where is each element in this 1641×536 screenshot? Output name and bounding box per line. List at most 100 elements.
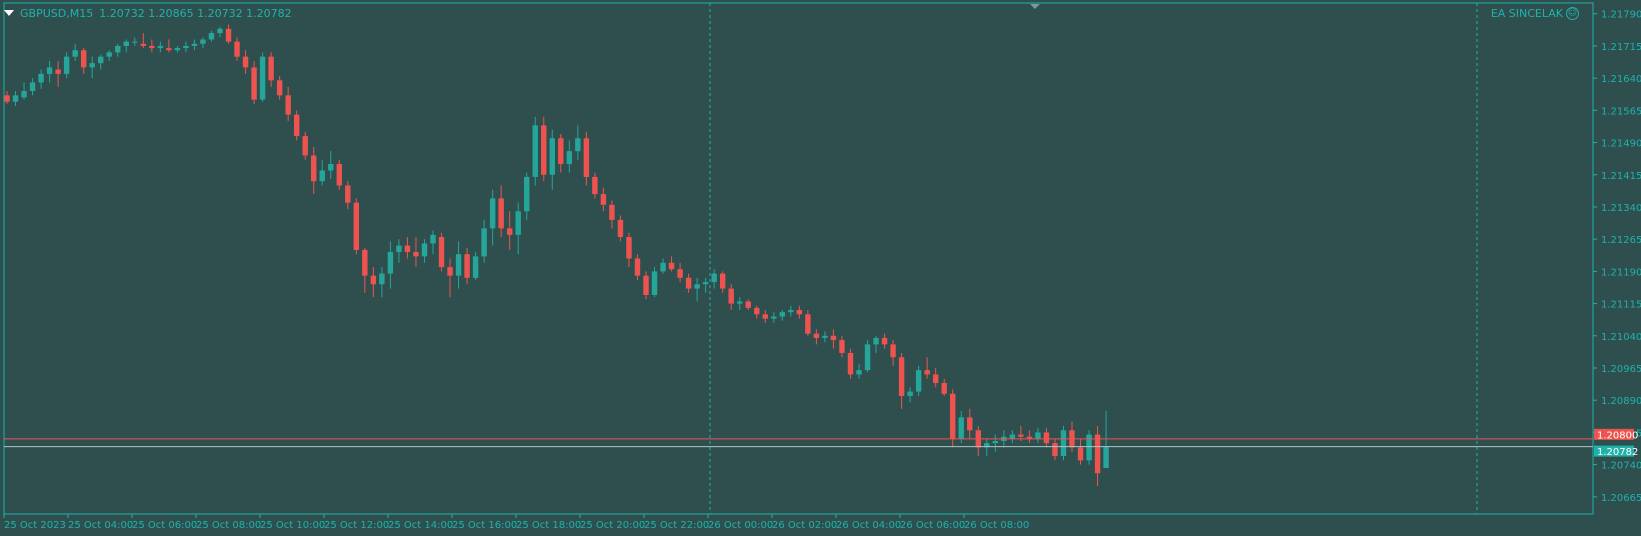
bear-candle bbox=[583, 138, 590, 177]
bear-candle bbox=[242, 56, 249, 68]
bull-candle bbox=[98, 56, 104, 64]
bull-candle bbox=[38, 73, 44, 83]
y-tick-label: 1.21265 bbox=[1601, 235, 1641, 246]
bear-candle bbox=[370, 275, 377, 285]
bear-candle bbox=[80, 50, 87, 68]
bull-candle bbox=[481, 228, 487, 257]
bear-candle bbox=[225, 28, 232, 42]
x-tick-label: 26 Oct 06:00 bbox=[900, 520, 965, 531]
bull-candle bbox=[771, 316, 777, 319]
bull-candle bbox=[873, 337, 879, 345]
y-tick-label: 1.20965 bbox=[1601, 364, 1641, 375]
x-tick-label: 25 Oct 18:00 bbox=[516, 520, 581, 531]
bear-candle bbox=[1052, 443, 1058, 457]
bear-candle bbox=[276, 80, 283, 96]
bull-candle bbox=[1035, 432, 1041, 439]
bull-candle bbox=[46, 67, 53, 74]
bull-candle bbox=[702, 282, 709, 285]
y-tick-label: 1.21115 bbox=[1601, 300, 1641, 311]
bear-candle bbox=[796, 310, 803, 315]
bear-candle bbox=[1026, 436, 1033, 439]
bull-candle bbox=[984, 443, 990, 448]
bear-candle bbox=[932, 374, 939, 384]
bull-candle bbox=[217, 28, 223, 34]
bear-candle bbox=[140, 43, 147, 46]
bull-candle bbox=[694, 284, 700, 289]
bear-candle bbox=[293, 114, 300, 137]
bear-candle bbox=[285, 95, 291, 115]
bull-candle bbox=[259, 56, 266, 100]
bull-candle bbox=[455, 254, 462, 276]
bear-candle bbox=[464, 254, 470, 278]
caret-down-icon[interactable] bbox=[4, 10, 14, 16]
bear-candle bbox=[498, 198, 504, 229]
bear-candle bbox=[898, 357, 905, 396]
bear-candle bbox=[506, 228, 513, 235]
bear-candle bbox=[813, 333, 820, 338]
y-tick-label: 1.21340 bbox=[1601, 203, 1641, 214]
bull-candle bbox=[856, 370, 862, 375]
symbol-label: GBPUSD,M15 bbox=[20, 6, 94, 20]
bear-candle bbox=[336, 164, 342, 186]
bull-candle bbox=[532, 125, 538, 177]
shift-marker-icon bbox=[1030, 4, 1040, 9]
y-tick-label: 1.20890 bbox=[1601, 396, 1641, 407]
bull-candle bbox=[319, 170, 325, 182]
expert-label: EA SINCELAK bbox=[1490, 7, 1563, 20]
bear-candle bbox=[600, 194, 607, 205]
bear-candle bbox=[234, 41, 240, 57]
x-tick-label: 25 Oct 14:00 bbox=[388, 520, 453, 531]
bull-candle bbox=[711, 273, 717, 283]
bid-price-tag-bg bbox=[1594, 445, 1634, 457]
bear-candle bbox=[668, 262, 675, 270]
bull-candle bbox=[864, 344, 871, 371]
bear-candle bbox=[967, 417, 973, 431]
bear-candle bbox=[353, 202, 360, 250]
bear-candle bbox=[839, 340, 845, 353]
bear-candle bbox=[558, 138, 564, 165]
bear-candle bbox=[362, 249, 368, 276]
y-tick-label: 1.21790 bbox=[1601, 10, 1641, 21]
x-tick-label: 26 Oct 00:00 bbox=[708, 520, 773, 531]
bear-candle bbox=[609, 204, 615, 220]
bull-candle bbox=[822, 335, 828, 338]
x-tick-label: 25 Oct 10:00 bbox=[260, 520, 325, 531]
x-tick-label: 25 Oct 12:00 bbox=[324, 520, 389, 531]
x-tick-label: 25 Oct 16:00 bbox=[452, 520, 517, 531]
bear-candle bbox=[1077, 447, 1084, 461]
bull-candle bbox=[575, 138, 581, 152]
bear-candle bbox=[55, 69, 61, 74]
bear-candle bbox=[541, 125, 547, 175]
expert-advisor-badge[interactable]: EA SINCELAK ☺ bbox=[1491, 7, 1579, 20]
x-tick-label: 26 Oct 02:00 bbox=[772, 520, 837, 531]
bull-candle bbox=[106, 52, 112, 57]
bull-candle bbox=[157, 45, 164, 49]
bear-candle bbox=[830, 335, 837, 341]
bear-candle bbox=[685, 277, 692, 289]
bid-price-tag: 1.20782 bbox=[1597, 447, 1638, 458]
bull-candle bbox=[387, 252, 394, 274]
bull-candle bbox=[183, 45, 189, 49]
bull-candle bbox=[72, 50, 78, 57]
x-tick-label: 25 Oct 22:00 bbox=[644, 520, 709, 531]
bear-candle bbox=[413, 252, 419, 257]
x-tick-label: 26 Oct 04:00 bbox=[836, 520, 901, 531]
bull-candle bbox=[29, 82, 36, 92]
bull-candle bbox=[489, 198, 496, 229]
bull-candle bbox=[907, 391, 913, 396]
bull-candle bbox=[89, 63, 95, 68]
x-tick-label: 25 Oct 04:00 bbox=[68, 520, 133, 531]
y-tick-label: 1.21640 bbox=[1601, 74, 1641, 85]
bear-candle bbox=[438, 237, 445, 268]
bull-candle bbox=[174, 48, 181, 51]
bull-candle bbox=[379, 273, 385, 285]
bull-candle bbox=[12, 95, 19, 102]
bear-candle bbox=[754, 307, 760, 315]
bear-candle bbox=[762, 314, 768, 319]
bear-candle bbox=[847, 352, 854, 375]
bear-candle bbox=[617, 219, 624, 238]
bear-candle bbox=[626, 237, 632, 259]
bull-candle bbox=[21, 91, 27, 98]
